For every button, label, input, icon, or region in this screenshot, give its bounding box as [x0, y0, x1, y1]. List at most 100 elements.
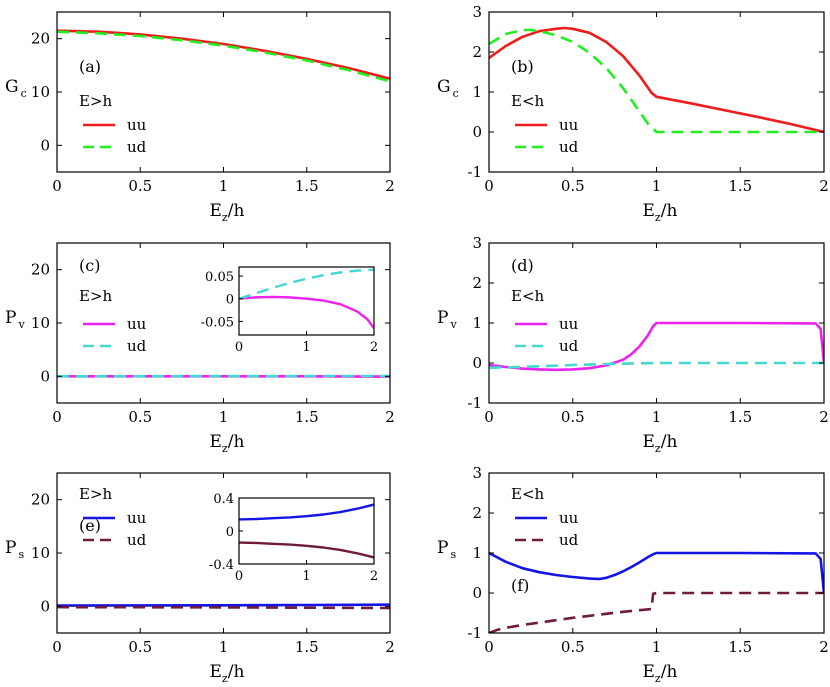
inset-series-e-uu [239, 503, 374, 521]
legend-label-uu: uu [559, 315, 579, 333]
series-line-b-ud [489, 28, 824, 134]
series-line-a-ud [57, 30, 390, 83]
series-group-e [57, 603, 390, 610]
legend-label-ud: ud [559, 138, 579, 156]
x-tick-label: 1 [219, 408, 229, 426]
series-line-f-uu [489, 551, 824, 594]
y-tick-label: 3 [472, 234, 482, 252]
inset-x-tick-label: 1 [302, 340, 310, 355]
y-tick-label: 10 [31, 83, 50, 101]
legend-label-ud: ud [559, 531, 579, 549]
y-tick-label: 0 [40, 367, 50, 385]
x-tick-label: 1.5 [295, 408, 319, 426]
series-line-e-ud [57, 605, 390, 610]
x-tick-label: 0.5 [561, 408, 585, 426]
series-line-f-ud [489, 591, 824, 633]
x-tick-label: 0 [52, 177, 62, 195]
legend-label-uu: uu [559, 509, 579, 527]
series-group-c [57, 374, 390, 378]
panel-tag: (d) [511, 256, 534, 275]
y-tick-label: 3 [472, 3, 482, 21]
y-tick-label: 20 [31, 491, 50, 509]
inset-series-c-uu [239, 295, 374, 329]
x-tick-label: 0.5 [561, 638, 585, 656]
inset-x-tick-label: 2 [370, 569, 378, 584]
x-tick-label: 0 [484, 177, 494, 195]
series-group-b [489, 26, 824, 134]
y-tick-label: 1 [472, 544, 482, 562]
x-axis-label: Ez/h [643, 201, 678, 224]
inset-y-tick-label: 0 [226, 293, 234, 308]
legend-label-ud: ud [127, 531, 147, 549]
y-tick-label: 0 [40, 136, 50, 154]
series-line-d-uu [489, 321, 824, 372]
condition-label: E<h [511, 92, 545, 110]
condition-label: E>h [79, 485, 113, 503]
y-tick-label: 0 [40, 597, 50, 615]
y-tick-label: 2 [472, 43, 482, 61]
inset-series-e-ud [239, 541, 374, 559]
x-tick-label: 0 [484, 408, 494, 426]
x-tick-label: 0.5 [561, 177, 585, 195]
legend-label-ud: ud [559, 337, 579, 355]
legend-label-uu: uu [127, 509, 147, 527]
y-tick-label: 0 [472, 354, 482, 372]
x-tick-label: 2 [385, 408, 395, 426]
x-tick-label: 1.5 [728, 177, 752, 195]
y-tick-label: -1 [467, 163, 482, 181]
y-tick-label: 2 [472, 274, 482, 292]
condition-label: E<h [511, 485, 545, 503]
x-tick-label: 0.5 [128, 408, 152, 426]
x-tick-label: 2 [385, 177, 395, 195]
x-tick-label: 1 [219, 638, 229, 656]
x-tick-label: 0 [52, 408, 62, 426]
x-tick-label: 1.5 [728, 408, 752, 426]
x-axis-label: Ez/h [210, 432, 245, 455]
inset-y-tick-label: -0.4 [209, 558, 234, 573]
x-axis-label: Ez/h [210, 662, 245, 685]
series-group-d [489, 321, 824, 372]
x-tick-label: 1.5 [295, 638, 319, 656]
series-line-b-uu [489, 26, 824, 134]
inset-y-tick-label: 0.05 [205, 270, 234, 285]
condition-label: E>h [79, 287, 113, 305]
y-tick-label: 1 [472, 83, 482, 101]
x-axis-label: Ez/h [210, 201, 245, 224]
x-tick-label: 0 [484, 638, 494, 656]
series-line-e-uu [57, 603, 390, 607]
inset-series-c-ud [239, 268, 374, 300]
y-tick-label: 20 [31, 30, 50, 48]
y-tick-label: 3 [472, 464, 482, 482]
legend-label-uu: uu [559, 116, 579, 134]
y-tick-label: 10 [31, 544, 50, 562]
x-tick-label: 1.5 [728, 638, 752, 656]
y-tick-label: 2 [472, 504, 482, 522]
legend-label-ud: ud [127, 337, 147, 355]
x-axis-label: Ez/h [643, 432, 678, 455]
y-tick-label: 1 [472, 314, 482, 332]
y-tick-label: 10 [31, 314, 50, 332]
condition-label: E>h [79, 92, 113, 110]
y-tick-label: 0 [472, 584, 482, 602]
panel-tag: (f) [511, 576, 529, 595]
x-tick-label: 1 [652, 638, 662, 656]
inset-y-tick-label: -0.05 [201, 315, 234, 330]
y-tick-label: 20 [31, 261, 50, 279]
y-tick-label: -1 [467, 394, 482, 412]
legend-label-uu: uu [127, 116, 147, 134]
x-tick-label: 2 [819, 638, 829, 656]
inset-e: 0 1 2-0.400.4 [209, 492, 378, 584]
inset-x-tick-label: 2 [370, 340, 378, 355]
series-group-a [57, 29, 390, 83]
panel-tag: (c) [79, 256, 100, 275]
